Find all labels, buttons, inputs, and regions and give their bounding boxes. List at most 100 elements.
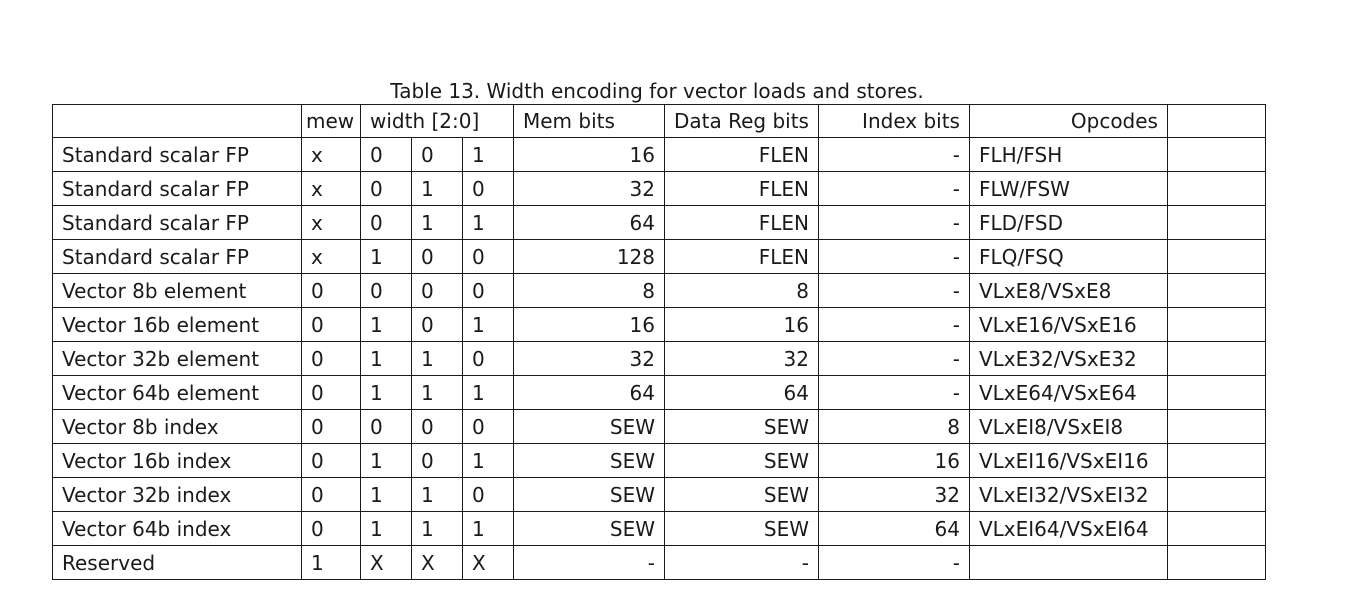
- width-bit1-cell: 1: [411, 171, 463, 206]
- width-bit2-cell: 1: [360, 375, 412, 410]
- index-bits-cell: -: [817, 341, 970, 376]
- width-bit2-cell: 1: [360, 341, 412, 376]
- header-data-reg-bits: Data Reg bits: [664, 104, 819, 138]
- width-bit0-cell: X: [462, 545, 514, 580]
- header-index-bits: Index bits: [817, 104, 970, 138]
- data-reg-bits-cell: 16: [664, 307, 819, 342]
- table-row: Standard scalar FP x 0 1 0 32 FLEN - FLW/FSW: [52, 171, 1266, 206]
- row-name-cell: Vector 32b index: [52, 477, 302, 512]
- index-bits-cell: -: [817, 545, 970, 580]
- data-reg-bits-cell: SEW: [664, 477, 819, 512]
- table-row: Reserved 1 X X X - - -: [52, 545, 1266, 580]
- mem-bits-cell: SEW: [513, 477, 665, 512]
- extra-cell: [1166, 171, 1266, 206]
- extra-cell: [1166, 205, 1266, 240]
- opcodes-cell: VLxE64/VSxE64: [968, 375, 1168, 410]
- row-name-cell: Vector 64b element: [52, 375, 302, 410]
- row-name-cell: Reserved: [52, 545, 302, 580]
- width-bit2-cell: 1: [360, 511, 412, 546]
- row-name-cell: Standard scalar FP: [52, 205, 302, 240]
- width-bit1-cell: 0: [411, 307, 463, 342]
- data-reg-bits-cell: FLEN: [664, 171, 819, 206]
- width-bit0-cell: 0: [462, 341, 514, 376]
- opcodes-cell: FLH/FSH: [968, 137, 1168, 172]
- mew-cell: 0: [301, 273, 361, 308]
- index-bits-cell: -: [817, 375, 970, 410]
- mew-cell: 0: [301, 375, 361, 410]
- mem-bits-cell: 16: [513, 307, 665, 342]
- mew-cell: 0: [301, 477, 361, 512]
- mew-cell: x: [301, 205, 361, 240]
- mem-bits-cell: 64: [513, 375, 665, 410]
- row-name-cell: Standard scalar FP: [52, 239, 302, 274]
- header-row: mew width [2:0] Mem bits Data Reg bits I…: [52, 104, 1266, 138]
- mem-bits-cell: -: [513, 545, 665, 580]
- index-bits-cell: -: [817, 171, 970, 206]
- width-bit0-cell: 1: [462, 137, 514, 172]
- mew-cell: x: [301, 171, 361, 206]
- index-bits-cell: -: [817, 239, 970, 274]
- width-bit0-cell: 0: [462, 171, 514, 206]
- width-bit1-cell: 0: [411, 137, 463, 172]
- mem-bits-cell: 16: [513, 137, 665, 172]
- extra-cell: [1166, 307, 1266, 342]
- index-bits-cell: 32: [817, 477, 970, 512]
- table-row: Standard scalar FP x 0 0 1 16 FLEN - FLH/FSH: [52, 137, 1266, 172]
- table-row: Vector 64b element 0 1 1 1 64 64- VLxE64/VSxE64: [52, 375, 1266, 410]
- data-reg-bits-cell: FLEN: [664, 205, 819, 240]
- width-bit0-cell: 1: [462, 205, 514, 240]
- mem-bits-cell: 32: [513, 341, 665, 376]
- table-row: Vector 16b element 0 1 0 1 16 16- VLxE16/VSxE16: [52, 307, 1266, 342]
- row-name-cell: Vector 8b element: [52, 273, 302, 308]
- row-name-cell: Vector 16b index: [52, 443, 302, 478]
- data-reg-bits-cell: 8: [664, 273, 819, 308]
- index-bits-cell: 16: [817, 443, 970, 478]
- index-bits-cell: 8: [817, 409, 970, 444]
- width-bit0-cell: 1: [462, 307, 514, 342]
- width-bit2-cell: X: [360, 545, 412, 580]
- data-reg-bits-cell: SEW: [664, 511, 819, 546]
- extra-cell: [1166, 341, 1266, 376]
- width-bit1-cell: 1: [411, 205, 463, 240]
- mew-cell: 0: [301, 409, 361, 444]
- width-bit1-cell: X: [411, 545, 463, 580]
- width-bit1-cell: 1: [411, 375, 463, 410]
- width-bit2-cell: 0: [360, 409, 412, 444]
- width-bit1-cell: 1: [411, 477, 463, 512]
- table-row: Vector 64b index 0 1 1 1 SEW SEW 64 VLxEI64/VSxE…: [52, 511, 1266, 546]
- table-row: Standard scalar FP x 0 1 1 64 FLEN - FLD/FSD: [52, 205, 1266, 240]
- mem-bits-cell: 8: [513, 273, 665, 308]
- opcodes-cell: VLxEI32/VSxEI32: [968, 477, 1168, 512]
- mew-cell: 0: [301, 341, 361, 376]
- index-bits-cell: -: [817, 137, 970, 172]
- width-bit1-cell: 0: [411, 239, 463, 274]
- width-bit0-cell: 0: [462, 409, 514, 444]
- data-reg-bits-cell: SEW: [664, 443, 819, 478]
- mew-cell: 0: [301, 443, 361, 478]
- extra-cell: [1166, 239, 1266, 274]
- header-mew: mew: [301, 104, 361, 138]
- mew-cell: 0: [301, 307, 361, 342]
- mew-cell: 1: [301, 545, 361, 580]
- extra-cell: [1166, 511, 1266, 546]
- mem-bits-cell: 64: [513, 205, 665, 240]
- opcodes-cell: VLxEI8/VSxEI8: [968, 409, 1168, 444]
- width-bit1-cell: 1: [411, 511, 463, 546]
- extra-cell: [1166, 545, 1266, 580]
- row-name-cell: Vector 64b index: [52, 511, 302, 546]
- width-bit0-cell: 1: [462, 443, 514, 478]
- opcodes-cell: FLW/FSW: [968, 171, 1168, 206]
- width-bit2-cell: 1: [360, 307, 412, 342]
- width-bit0-cell: 0: [462, 273, 514, 308]
- data-reg-bits-cell: SEW: [664, 409, 819, 444]
- mew-cell: 0: [301, 511, 361, 546]
- index-bits-cell: -: [817, 307, 970, 342]
- table-caption: Table 13. Width encoding for vector load…: [390, 79, 924, 103]
- mem-bits-cell: SEW: [513, 443, 665, 478]
- opcodes-cell: FLQ/FSQ: [968, 239, 1168, 274]
- table-row: Vector 8b element 0 0 0 0 8 8- VLxE8/VSxE8: [52, 273, 1266, 308]
- index-bits-cell: -: [817, 273, 970, 308]
- opcodes-cell: VLxE8/VSxE8: [968, 273, 1168, 308]
- index-bits-cell: 64: [817, 511, 970, 546]
- header-opcodes: Opcodes: [968, 104, 1168, 138]
